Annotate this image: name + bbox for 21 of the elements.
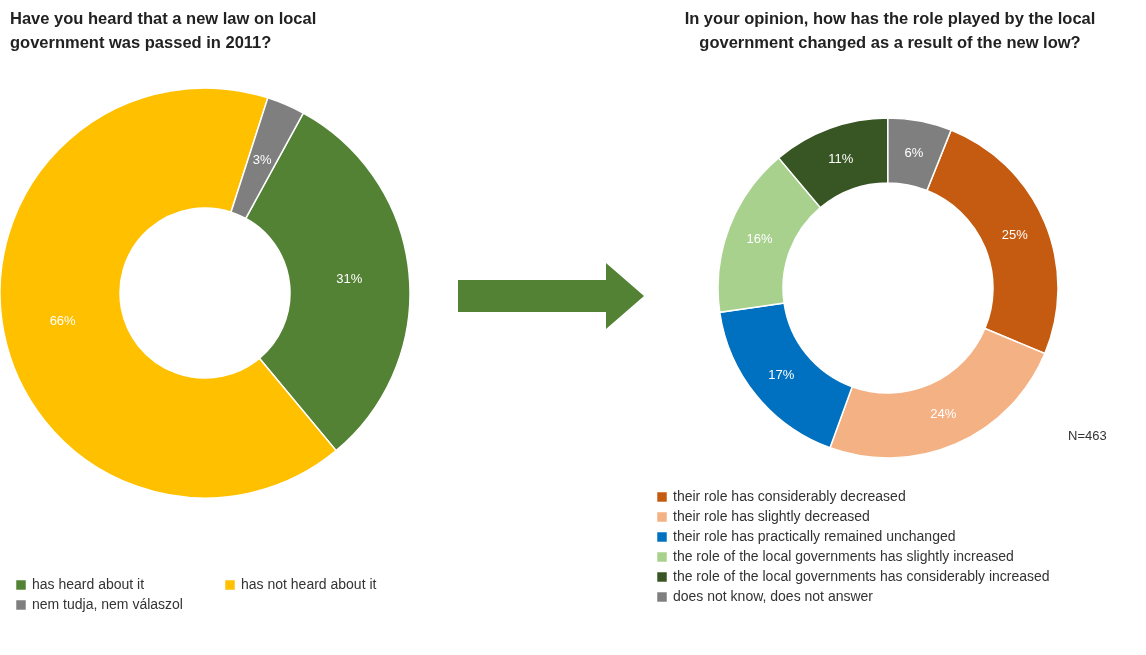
data-label: 3% [252,151,273,167]
chart-title: In your opinion, how has the role played by the local government changed as a result of the new low? [683,8,1097,53]
data-label: 6% [904,144,924,160]
legend-label: nem tudja, nem válaszol [32,596,183,612]
data-label: 16% [746,231,773,247]
legend-label: does not know, does not answer [673,588,874,604]
chart-title: Have you heard that a new law on local government was passed in 2011? [10,8,318,53]
legend-label: the role of the local governments has considerably increased [673,568,1050,584]
data-label: 25% [1001,226,1029,242]
legend-label: has not heard about it [241,576,377,592]
data-label: 24% [930,405,957,421]
data-label: 17% [768,366,795,382]
legend-label: the role of the local governments has slightly increased [673,548,1014,564]
data-label: 66% [49,312,77,328]
data-label: 31% [336,270,363,286]
legend-label: has heard about it [32,576,145,592]
data-label: 11% [828,150,854,166]
legend-label: their role has slightly decreased [673,508,870,524]
text: N=463 [1068,428,1107,443]
legend-label: their role has considerably decreased [673,488,906,504]
legend-label: their role has practically remained unchanged [673,528,956,544]
